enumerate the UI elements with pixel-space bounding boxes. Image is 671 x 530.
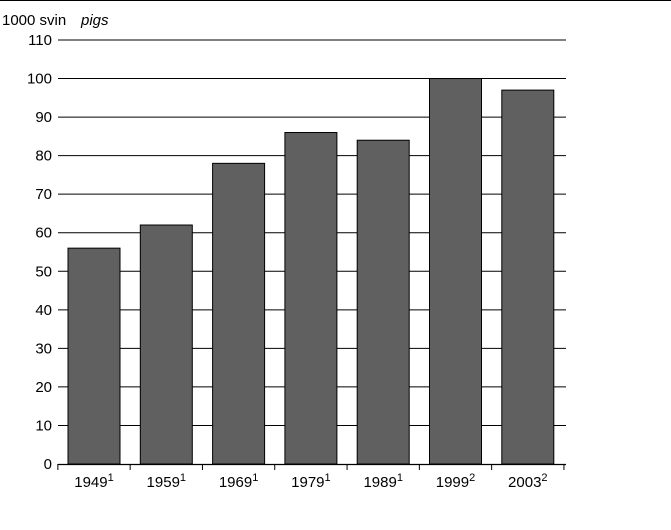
x-tick-label: 19992 [436,472,476,491]
bar [356,139,410,465]
x-tick-label: 20032 [508,472,548,491]
bar [139,224,193,465]
y-tick-label: 70 [35,186,52,203]
bar [212,162,266,465]
x-tick-label: 19891 [363,472,403,491]
y-tick-label: 10 [35,417,52,434]
y-tick-label: 110 [28,32,52,49]
bar [284,132,338,465]
x-tick-label: 19491 [74,472,114,491]
top-rule [0,0,671,1]
y-tick-label: 0 [44,456,52,473]
x-axis [57,463,566,470]
y-tick-label: 60 [35,225,52,242]
x-tick-label: 19791 [291,472,331,491]
bars [67,78,555,465]
y-tick-label: 30 [35,340,52,357]
y-tick-label: 20 [35,379,52,396]
x-tick-labels: 19491 19591 19691 19791 19891 19992 20032 [74,472,547,491]
y-axis-title-en: pigs [80,12,109,29]
y-tick-label: 50 [35,263,52,280]
y-tick-label: 90 [35,109,52,126]
bar [67,247,121,465]
y-tick-labels: 0 10 20 30 40 50 60 70 80 90 100 110 [27,32,52,473]
y-axis-title: 1000 svin pigs [2,12,109,29]
bar [501,89,555,465]
x-tick-label: 19691 [219,472,259,491]
y-tick-label: 40 [35,302,52,319]
bar [429,78,482,465]
y-tick-label: 80 [35,148,52,165]
y-tick-label: 100 [27,71,52,88]
x-tick-label: 19591 [147,472,187,491]
y-axis-title-no: 1000 svin [2,12,66,29]
